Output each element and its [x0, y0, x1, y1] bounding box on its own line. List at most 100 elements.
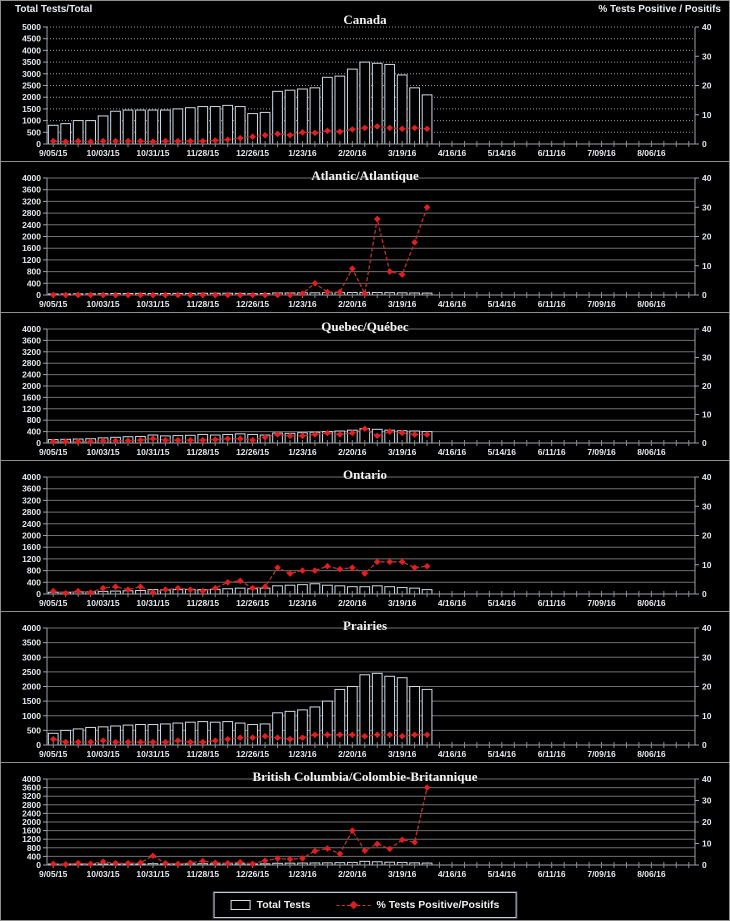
data-point [211, 737, 219, 744]
data-point [236, 134, 244, 142]
svg-text:1/23/16: 1/23/16 [288, 598, 317, 608]
data-point [49, 291, 57, 299]
data-point [286, 291, 294, 299]
svg-text:5/14/16: 5/14/16 [488, 749, 517, 759]
data-point [149, 589, 157, 596]
data-point [112, 137, 119, 145]
data-point [398, 271, 406, 278]
svg-text:7/09/16: 7/09/16 [587, 447, 616, 457]
data-point [324, 562, 331, 570]
data-point [361, 290, 369, 297]
gridlines [47, 177, 695, 284]
svg-text:6/11/16: 6/11/16 [538, 447, 566, 457]
legend-item-total-tests: Total Tests [230, 899, 310, 911]
svg-text:40: 40 [702, 324, 712, 334]
chart-panel-canada: Total Tests/Total % Tests Positive / Pos… [1, 1, 729, 162]
data-point [411, 838, 418, 846]
data-point [299, 432, 306, 440]
svg-text:1000: 1000 [22, 116, 41, 126]
data-point [224, 579, 231, 586]
data-point [199, 137, 207, 145]
data-point [62, 138, 69, 145]
svg-text:9/05/15: 9/05/15 [39, 598, 68, 608]
data-point [423, 125, 431, 133]
gridlines [47, 778, 695, 857]
svg-text:800: 800 [27, 267, 41, 277]
svg-text:4000: 4000 [22, 173, 41, 183]
gridlines [47, 476, 695, 583]
data-point [174, 860, 182, 868]
svg-text:3200: 3200 [22, 495, 41, 505]
svg-text:10/03/15: 10/03/15 [87, 749, 120, 759]
data-point [99, 737, 107, 744]
data-point [411, 731, 418, 739]
data-point [162, 291, 169, 299]
data-point [274, 564, 281, 571]
svg-text:4/16/16: 4/16/16 [438, 447, 467, 457]
svg-text:9/05/15: 9/05/15 [39, 148, 68, 158]
svg-text:2000: 2000 [22, 531, 41, 541]
svg-text:12/26/15: 12/26/15 [236, 148, 269, 158]
data-point [49, 587, 57, 595]
svg-text:1600: 1600 [22, 826, 41, 836]
data-point [373, 432, 381, 440]
svg-text:5/14/16: 5/14/16 [488, 447, 517, 457]
data-point [137, 859, 144, 867]
svg-text:40: 40 [702, 472, 712, 482]
chart-panel-ontario: Ontario 0 400 800 1200 1600 2000 2400 2800 3200 3… [1, 461, 729, 612]
data-point [398, 732, 406, 740]
data-point [286, 570, 294, 577]
svg-text:8/06/16: 8/06/16 [637, 598, 666, 608]
svg-text:800: 800 [27, 415, 41, 425]
svg-text:10/31/15: 10/31/15 [136, 749, 169, 759]
svg-text:4/16/16: 4/16/16 [438, 749, 467, 759]
data-point [224, 735, 231, 743]
svg-text:0: 0 [36, 438, 41, 448]
svg-text:5/14/16: 5/14/16 [488, 299, 517, 309]
data-point [311, 847, 319, 855]
data-point [398, 558, 406, 566]
data-point [74, 738, 82, 746]
data-point [286, 855, 294, 863]
data-point [224, 136, 231, 143]
svg-text:500: 500 [27, 127, 41, 137]
data-point [87, 738, 94, 746]
axes [43, 476, 699, 597]
data-point [349, 827, 356, 834]
svg-text:6/11/16: 6/11/16 [538, 869, 566, 879]
svg-text:0: 0 [36, 860, 41, 870]
svg-text:400: 400 [27, 577, 41, 587]
data-point [62, 738, 69, 746]
svg-text:400: 400 [27, 427, 41, 437]
svg-text:20: 20 [702, 817, 712, 827]
svg-text:4/16/16: 4/16/16 [438, 148, 467, 158]
chart-svg-canada: 0500100015002000250030003500400045005000… [22, 22, 712, 158]
axis-tick-labels: 0400800120016002000240028003200360040000… [22, 774, 712, 879]
svg-text:2/20/16: 2/20/16 [338, 749, 367, 759]
svg-text:8/06/16: 8/06/16 [637, 299, 666, 309]
svg-text:0: 0 [702, 740, 707, 750]
data-point [274, 130, 281, 138]
svg-text:10: 10 [702, 110, 712, 120]
svg-text:3200: 3200 [22, 347, 41, 357]
data-point [49, 438, 57, 445]
data-point [249, 133, 256, 140]
data-point [137, 583, 144, 590]
data-point [49, 137, 57, 145]
data-point [124, 859, 132, 867]
svg-text:12/26/15: 12/26/15 [236, 299, 269, 309]
svg-text:3/19/16: 3/19/16 [388, 869, 417, 879]
svg-text:0: 0 [702, 860, 707, 870]
data-point [199, 587, 207, 595]
svg-text:0: 0 [36, 290, 41, 300]
svg-text:0: 0 [702, 589, 707, 599]
data-point [62, 861, 69, 868]
chart-svg-british-columbia: 0400800120016002000240028003200360040000… [22, 774, 712, 879]
svg-text:9/05/15: 9/05/15 [39, 749, 68, 759]
data-point [286, 131, 294, 139]
chart-panel-atlantic: Atlantic/Atlantique 0 400 800 1200 1600 2000 2… [1, 162, 729, 313]
svg-text:2000: 2000 [22, 682, 41, 692]
svg-text:20: 20 [702, 682, 712, 692]
data-point [236, 577, 244, 585]
svg-text:10/03/15: 10/03/15 [87, 299, 120, 309]
